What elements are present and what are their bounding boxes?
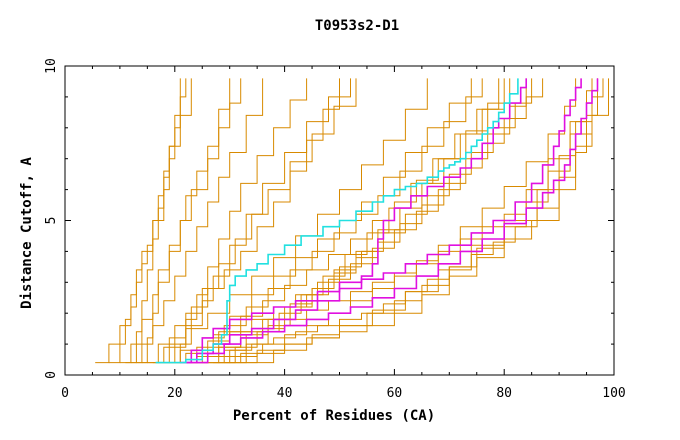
magenta-model-3-line — [196, 78, 599, 364]
y-tick-label-10: 10 — [44, 58, 59, 74]
background-model-line-19 — [125, 78, 181, 364]
background-model-line-22 — [196, 78, 544, 364]
cyan-model-line — [155, 78, 519, 364]
background-model-line-17 — [229, 78, 604, 364]
highlighted-model-lines — [155, 78, 599, 364]
background-model-line-24 — [163, 78, 308, 364]
background-model-line-7 — [158, 78, 483, 364]
x-tick-label-40: 40 — [277, 386, 293, 401]
chart-title: T0953s2-D1 — [315, 18, 399, 34]
y-axis-label: Distance Cutoff, A — [19, 157, 35, 309]
x-tick-label-80: 80 — [496, 386, 512, 401]
background-model-line-1 — [95, 78, 187, 364]
y-tick-label-5: 5 — [44, 217, 59, 225]
axes: 0 20 40 60 80 100 0 5 10 — [44, 58, 626, 401]
background-model-line-12 — [136, 78, 242, 364]
x-tick-label-20: 20 — [167, 386, 183, 401]
magenta-model-2-line — [185, 78, 582, 364]
background-model-line-13 — [169, 78, 351, 364]
background-model-line-2 — [108, 78, 192, 364]
x-tick-label-0: 0 — [61, 386, 69, 401]
magenta-model-1-line — [180, 78, 527, 364]
y-tick-label-0: 0 — [44, 371, 59, 379]
x-axis-label: Percent of Residues (CA) — [233, 408, 435, 424]
x-tick-label-100: 100 — [602, 386, 625, 401]
x-tick-label-60: 60 — [387, 386, 403, 401]
